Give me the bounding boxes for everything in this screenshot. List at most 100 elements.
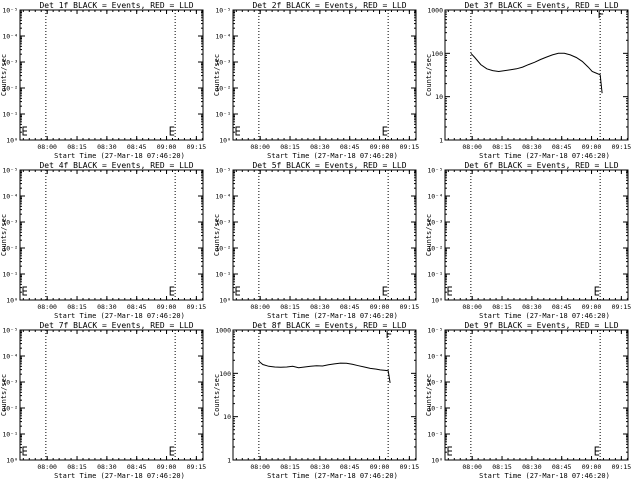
x-tick-label: 09:00 [370, 463, 390, 471]
x-tick-label: 08:15 [492, 463, 512, 471]
x-tick-label: 08:45 [552, 143, 572, 151]
y-tick-label: 1 [227, 457, 231, 465]
data-marker [169, 126, 175, 136]
panel-title: Det 9f BLACK = Events, RED = LLD [464, 321, 618, 330]
y-tick-label: 10⁻⁵ [2, 167, 18, 175]
y-axis-label: Counts/sec [213, 374, 221, 416]
x-tick-label: 09:15 [187, 303, 207, 311]
x-tick-label: 08:30 [97, 463, 117, 471]
x-tick-label: 09:15 [400, 143, 420, 151]
y-axis-label: Counts/sec [213, 54, 221, 96]
x-tick-label: 09:00 [370, 303, 390, 311]
series-line [470, 52, 603, 94]
x-tick-label: 09:15 [400, 463, 420, 471]
panel-title: Det 8f BLACK = Events, RED = LLD [252, 321, 406, 330]
y-tick-label: 10⁻³ [215, 219, 231, 227]
data-marker [235, 286, 240, 296]
panel-det-9: Det 9f BLACK = Events, RED = LLD 08:00 08:… [425, 321, 631, 480]
x-axis-label: Start Time (27-Mar-18 07:46:20) [479, 312, 610, 320]
y-axis-label: Counts/sec [425, 54, 433, 96]
y-axis-label: Counts/sec [425, 214, 433, 256]
x-tick-label: 08:45 [552, 303, 572, 311]
y-tick-label: 10⁻⁴ [215, 193, 231, 201]
y-tick-label: 10⁻² [427, 405, 443, 413]
x-tick-label: 09:15 [400, 303, 420, 311]
x-axis-label: Start Time (27-Mar-18 07:46:20) [267, 472, 398, 480]
y-tick-label: 10⁻⁵ [427, 167, 443, 175]
x-axis-label: Start Time (27-Mar-18 07:46:20) [267, 312, 398, 320]
plot-frame [19, 169, 204, 301]
y-axis-label: Counts/sec [0, 54, 8, 96]
x-tick-label: 08:30 [97, 143, 117, 151]
y-tick-label: 1000 [215, 327, 231, 335]
data-marker [447, 286, 452, 296]
y-axis-label: Counts/sec [0, 214, 8, 256]
y-tick-label: 10⁻⁵ [215, 7, 231, 15]
x-tick-label: 08:30 [310, 143, 330, 151]
y-tick-label: 10⁻⁴ [215, 33, 231, 41]
x-tick-label: 09:00 [582, 303, 602, 311]
data-marker [169, 446, 175, 456]
y-tick-label: 10⁻⁵ [427, 327, 443, 335]
y-tick-label: 10⁻⁵ [2, 327, 18, 335]
plot-frame [444, 329, 629, 461]
plot-frame [19, 329, 204, 461]
plot-frame [232, 169, 417, 301]
data-marker [22, 286, 27, 296]
x-tick-label: 08:00 [250, 303, 270, 311]
y-tick-label: 10⁻¹ [2, 431, 18, 439]
y-tick-label: 100 [219, 370, 231, 378]
y-tick-label: 10⁻² [2, 245, 18, 253]
data-marker [22, 126, 27, 136]
data-marker [598, 11, 604, 18]
panel-det-7: Det 7f BLACK = Events, RED = LLD 08:00 08:… [0, 321, 206, 480]
x-axis-label: Start Time (27-Mar-18 07:46:20) [479, 472, 610, 480]
y-tick-label: 10⁻¹ [427, 431, 443, 439]
x-tick-label: 08:30 [310, 463, 330, 471]
y-tick-label: 10⁰ [219, 297, 231, 305]
plot-frame [444, 9, 629, 141]
y-tick-label: 10⁻² [215, 245, 231, 253]
data-marker [22, 446, 27, 456]
y-tick-label: 10⁻³ [2, 59, 18, 67]
y-tick-label: 10⁻⁴ [427, 193, 443, 201]
x-tick-label: 08:15 [280, 463, 300, 471]
data-marker [382, 126, 388, 136]
data-marker [594, 446, 600, 456]
y-tick-label: 10⁰ [6, 297, 18, 305]
panel-title: Det 2f BLACK = Events, RED = LLD [252, 1, 406, 10]
y-tick-label: 10⁻¹ [427, 271, 443, 279]
y-tick-label: 100 [431, 50, 443, 58]
x-axis-label: Start Time (27-Mar-18 07:46:20) [54, 472, 185, 480]
panel-title: Det 4f BLACK = Events, RED = LLD [39, 161, 193, 170]
data-marker [386, 331, 392, 338]
x-tick-label: 08:30 [310, 303, 330, 311]
x-axis-label: Start Time (27-Mar-18 07:46:20) [54, 152, 185, 160]
x-tick-label: 08:00 [37, 463, 57, 471]
panel-title: Det 5f BLACK = Events, RED = LLD [252, 161, 406, 170]
x-tick-label: 08:15 [280, 303, 300, 311]
y-tick-label: 10⁰ [6, 137, 18, 145]
y-tick-label: 10⁻³ [2, 219, 18, 227]
y-tick-label: 10⁻¹ [215, 271, 231, 279]
data-marker [382, 286, 388, 296]
x-tick-label: 08:00 [462, 143, 482, 151]
x-tick-label: 08:30 [97, 303, 117, 311]
y-tick-label: 10⁰ [219, 137, 231, 145]
x-tick-label: 09:00 [582, 463, 602, 471]
y-tick-label: 10 [435, 93, 443, 101]
data-marker [447, 446, 452, 456]
x-tick-label: 08:00 [462, 463, 482, 471]
x-tick-label: 09:15 [612, 303, 632, 311]
panel-det-5: Det 5f BLACK = Events, RED = LLD 08:00 08:… [213, 161, 419, 320]
y-tick-label: 10⁻² [2, 405, 18, 413]
y-tick-label: 10⁰ [6, 457, 18, 465]
x-tick-label: 09:15 [187, 463, 207, 471]
x-tick-label: 08:45 [127, 143, 147, 151]
x-tick-label: 08:00 [462, 303, 482, 311]
x-axis-label: Start Time (27-Mar-18 07:46:20) [267, 152, 398, 160]
x-tick-label: 08:45 [127, 303, 147, 311]
x-tick-label: 08:00 [37, 303, 57, 311]
panel-title: Det 7f BLACK = Events, RED = LLD [39, 321, 193, 330]
